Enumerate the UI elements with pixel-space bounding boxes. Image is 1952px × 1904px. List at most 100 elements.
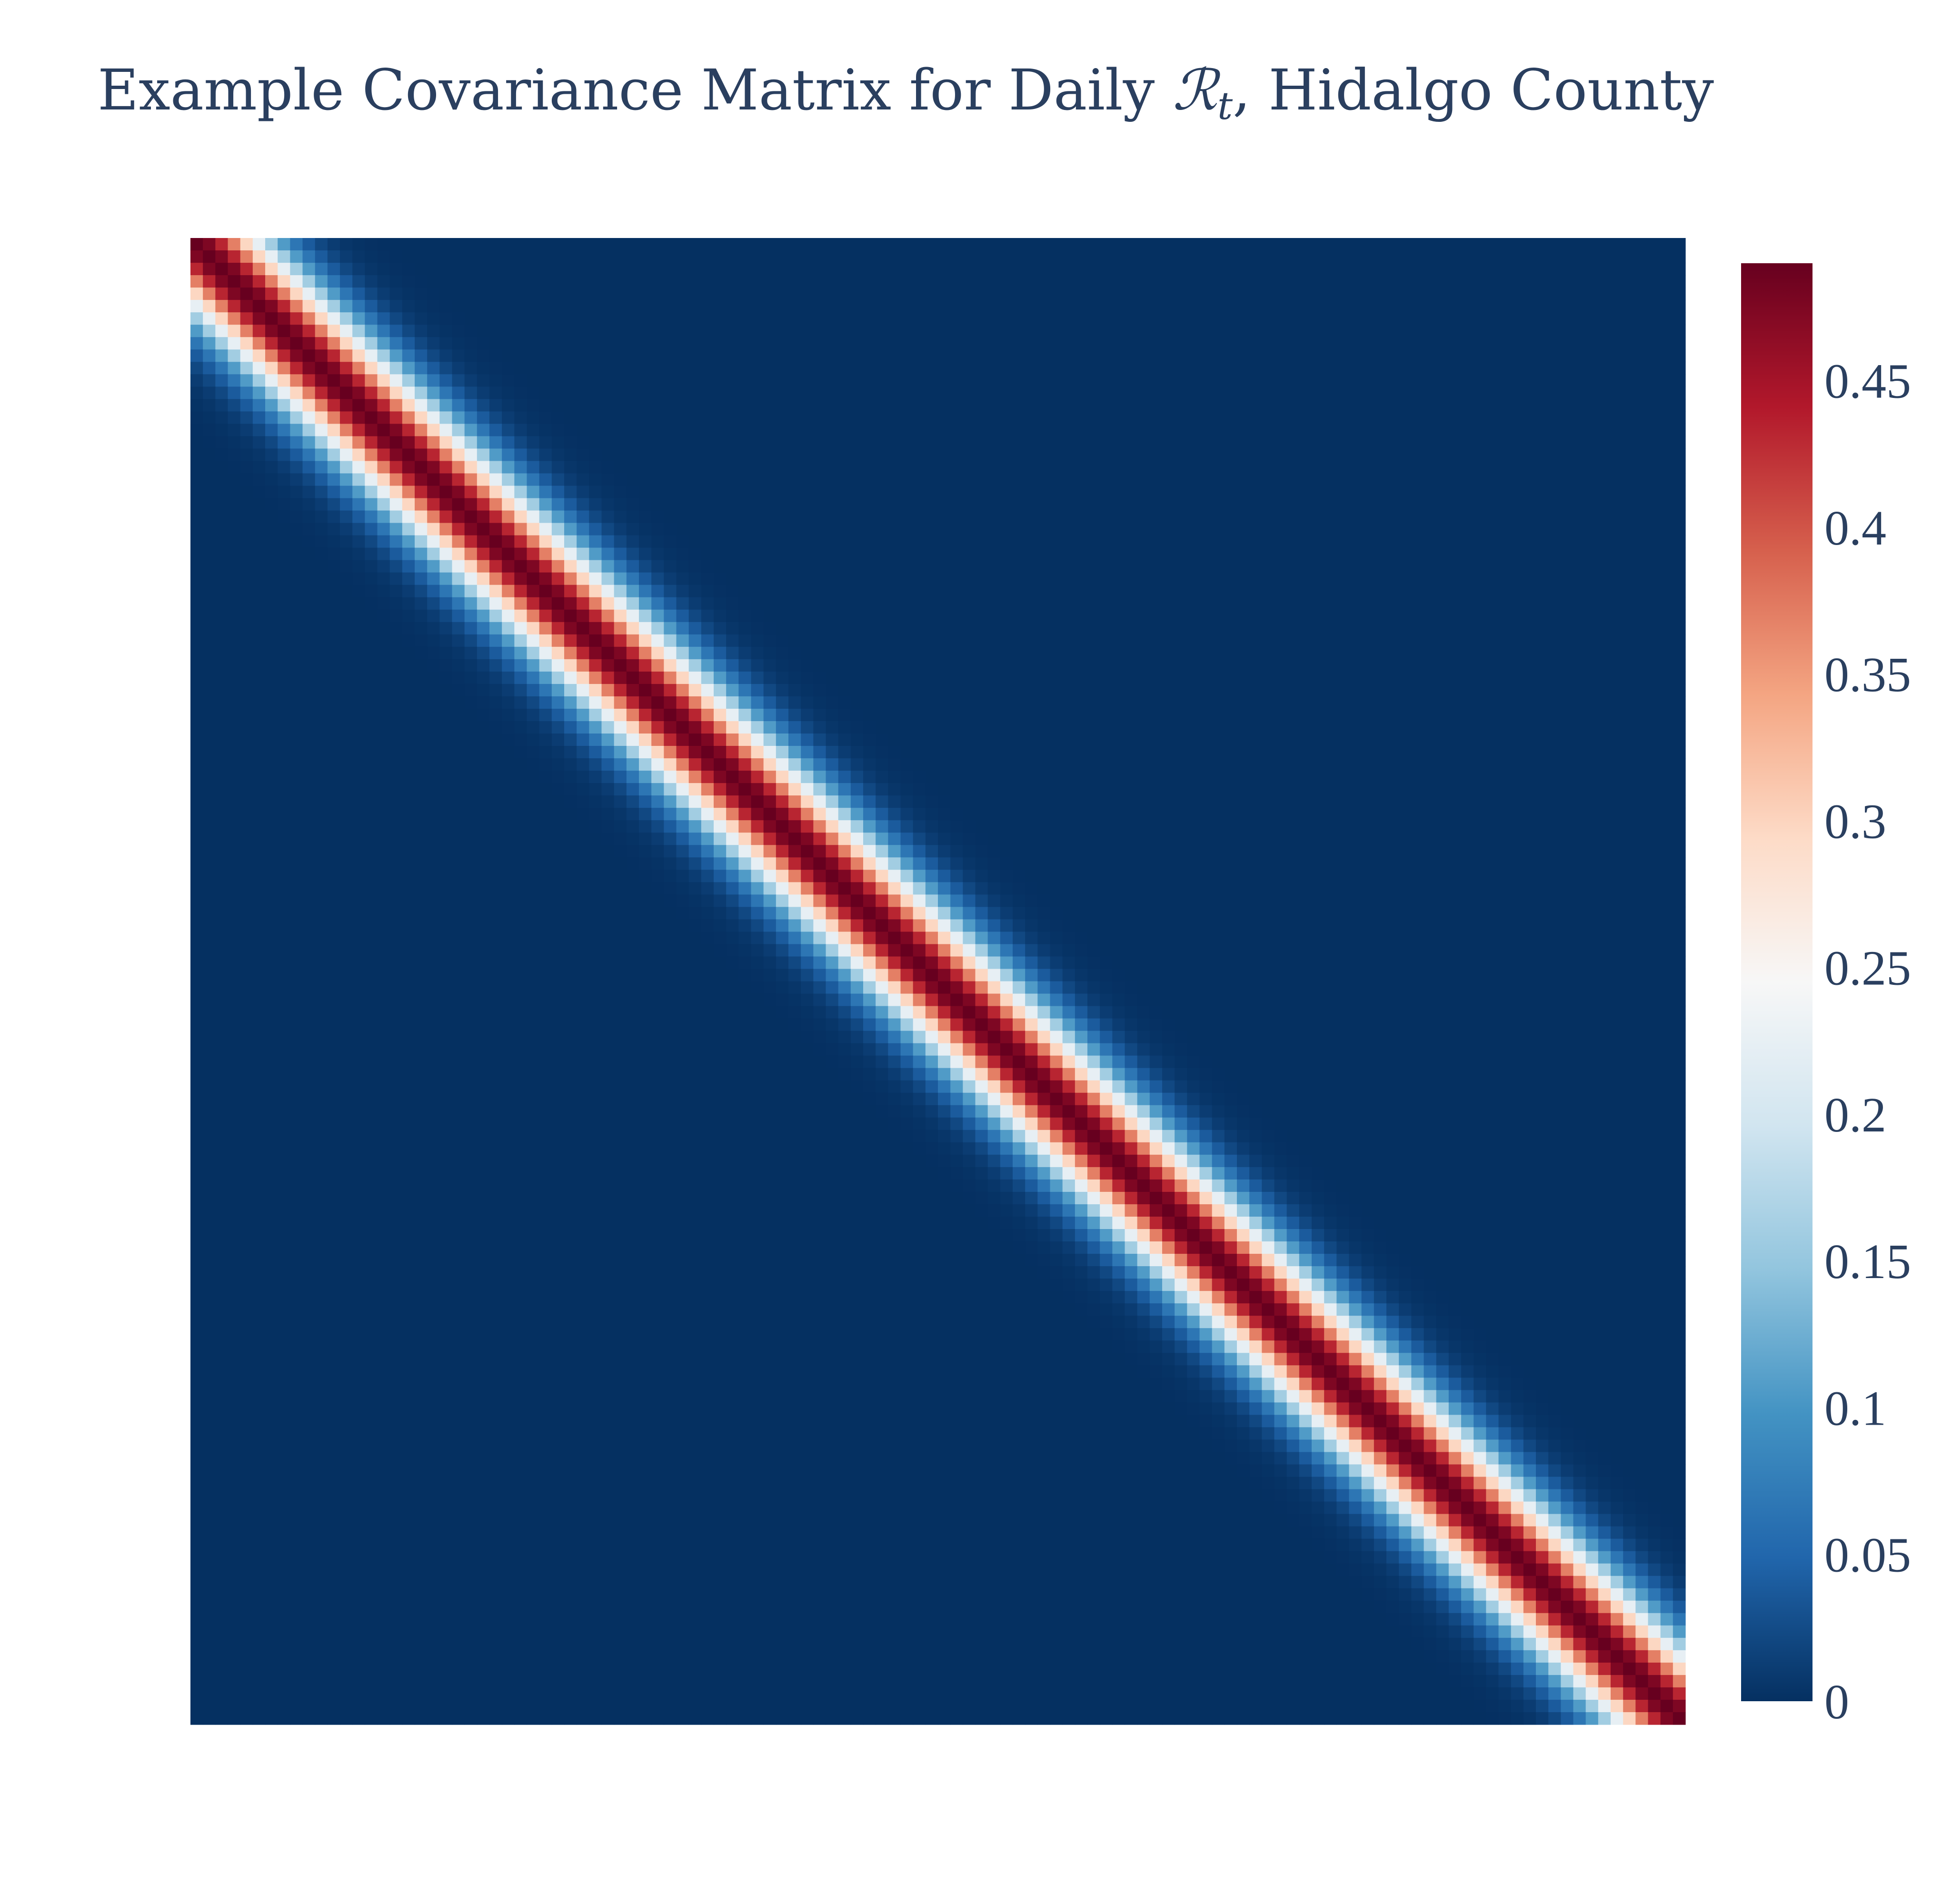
heatmap-cell <box>1013 411 1026 424</box>
heatmap-cell <box>714 263 727 276</box>
heatmap-cell <box>1349 300 1362 313</box>
heatmap-cell <box>265 374 278 387</box>
heatmap-cell <box>1598 696 1611 709</box>
heatmap-cell <box>1100 461 1113 474</box>
heatmap-cell <box>801 622 814 635</box>
heatmap-cell <box>1585 560 1599 573</box>
heatmap-cell <box>452 275 465 288</box>
heatmap-cell <box>950 362 963 375</box>
heatmap-cell <box>1000 486 1013 499</box>
heatmap-cell <box>900 473 914 486</box>
heatmap-cell <box>252 634 266 647</box>
heatmap-cell <box>1660 362 1673 375</box>
heatmap-cell <box>539 411 552 424</box>
heatmap-cell <box>1486 523 1499 536</box>
heatmap-cell <box>1037 238 1051 251</box>
heatmap-cell <box>950 609 963 623</box>
heatmap-cell <box>751 300 764 313</box>
heatmap-cell <box>1100 374 1113 387</box>
heatmap-cell <box>439 659 453 672</box>
heatmap-cell <box>876 622 888 635</box>
heatmap-cell <box>203 547 216 561</box>
heatmap-cell <box>826 275 839 288</box>
heatmap-cell <box>714 734 727 746</box>
heatmap-cell <box>365 585 378 598</box>
heatmap-cell <box>1374 411 1387 424</box>
heatmap-cell <box>415 535 428 548</box>
heatmap-cell <box>203 696 216 709</box>
heatmap-cell <box>726 461 739 474</box>
heatmap-cell <box>925 448 938 462</box>
heatmap-cell <box>1112 560 1125 573</box>
heatmap-cell <box>1573 250 1586 263</box>
heatmap-cell <box>190 646 203 660</box>
heatmap-cell <box>838 387 851 399</box>
heatmap-cell <box>1498 424 1512 437</box>
heatmap-cell <box>1536 646 1549 660</box>
heatmap-cell <box>1199 498 1213 511</box>
heatmap-cell <box>1673 325 1686 337</box>
heatmap-cell <box>1561 708 1574 722</box>
heatmap-cell <box>1312 585 1325 598</box>
heatmap-cell <box>415 708 428 722</box>
heatmap-cell <box>1511 560 1524 573</box>
heatmap-cell <box>651 510 664 524</box>
heatmap-cell <box>614 622 627 635</box>
heatmap-cell <box>1585 263 1599 276</box>
heatmap-cell <box>240 436 253 449</box>
heatmap-cell <box>850 349 864 362</box>
heatmap-cell <box>564 659 577 672</box>
heatmap-cell <box>751 288 764 300</box>
heatmap-cell <box>1474 510 1486 524</box>
heatmap-cell <box>439 646 453 660</box>
heatmap-cell <box>439 300 453 313</box>
heatmap-cell <box>190 671 203 684</box>
heatmap-cell <box>1037 436 1051 449</box>
heatmap-cell <box>651 634 664 647</box>
heatmap-cell <box>651 411 664 424</box>
heatmap-cell <box>1361 622 1374 635</box>
heatmap-cell <box>190 436 203 449</box>
heatmap-cell <box>1536 436 1549 449</box>
heatmap-cell <box>1237 734 1250 746</box>
heatmap-cell <box>1424 510 1437 524</box>
heatmap-cell <box>389 275 403 288</box>
heatmap-cell <box>801 535 814 548</box>
heatmap-cell <box>1461 424 1474 437</box>
heatmap-cell <box>1623 659 1636 672</box>
heatmap-cell <box>950 288 963 300</box>
heatmap-cell <box>1224 399 1237 412</box>
heatmap-cell <box>838 622 851 635</box>
heatmap-cell <box>688 684 702 697</box>
heatmap-cell <box>614 671 627 684</box>
heatmap-cell <box>1673 597 1686 610</box>
heatmap-cell <box>240 696 253 709</box>
heatmap-cell <box>327 684 340 697</box>
heatmap-cell <box>1062 325 1076 337</box>
heatmap-cell <box>1175 734 1187 746</box>
heatmap-cell <box>676 547 689 561</box>
heatmap-cell <box>913 411 926 424</box>
heatmap-cell <box>1274 461 1287 474</box>
heatmap-cell <box>589 547 602 561</box>
heatmap-cell <box>1511 609 1524 623</box>
heatmap-cell <box>464 746 478 759</box>
heatmap-cell <box>751 349 764 362</box>
heatmap-cell <box>1187 498 1200 511</box>
heatmap-cell <box>452 696 465 709</box>
heatmap-cell <box>975 746 988 759</box>
heatmap-cell <box>639 424 652 437</box>
heatmap-cell <box>365 634 378 647</box>
heatmap-cell <box>938 424 951 437</box>
heatmap-cell <box>1648 734 1661 746</box>
heatmap-cell <box>577 646 589 660</box>
heatmap-cell <box>664 349 677 362</box>
heatmap-cell <box>938 734 951 746</box>
heatmap-cell <box>215 250 229 263</box>
heatmap-cell <box>1648 547 1661 561</box>
heatmap-cell <box>514 411 528 424</box>
heatmap-cell <box>751 436 764 449</box>
heatmap-cell <box>203 337 216 350</box>
heatmap-cell <box>714 424 727 437</box>
heatmap-cell <box>1536 684 1549 697</box>
